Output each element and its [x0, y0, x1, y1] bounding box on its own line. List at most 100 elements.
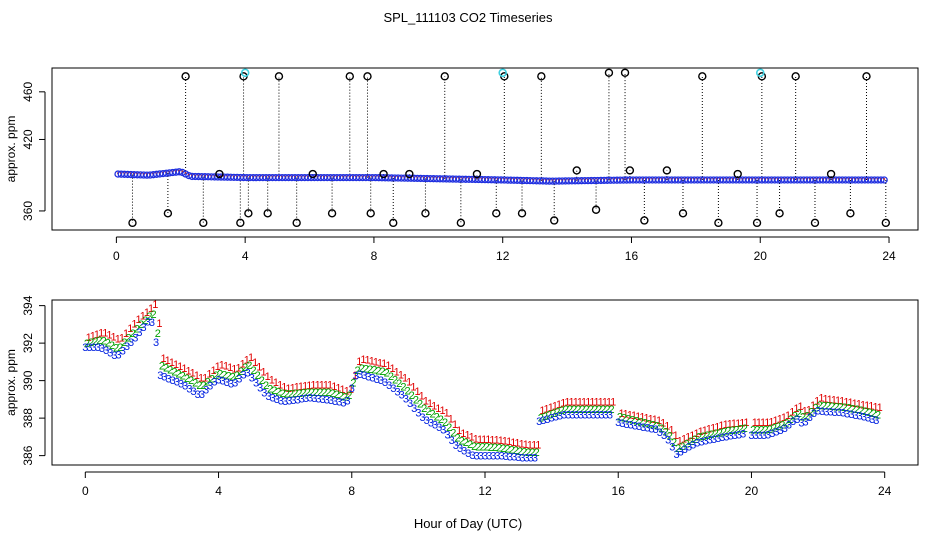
series-1-label-point: 1 — [618, 408, 624, 420]
series-2-label-point: 2 — [305, 387, 311, 399]
series-3-label-point: 3 — [636, 421, 642, 433]
max-point — [678, 209, 688, 218]
series-3-label-point: 3 — [245, 367, 251, 379]
series-2-label-point: 2 — [384, 368, 390, 380]
series-1-label-point: 1 — [227, 362, 233, 374]
series-2-label-point: 2 — [479, 441, 485, 453]
series-3-label-point: 3 — [315, 393, 321, 405]
series-3-label-point: 3 — [99, 343, 105, 355]
max-point — [421, 209, 430, 218]
series-3-label-point: 3 — [615, 417, 621, 429]
series-3-label-point: 3 — [511, 452, 517, 464]
series-3-label-point: 3 — [565, 409, 571, 421]
series-3-label-point: 3 — [141, 322, 147, 334]
series-2-label-point: 2 — [363, 364, 369, 376]
series-1-label-point: 1 — [265, 371, 271, 383]
max-point — [472, 169, 482, 179]
series-2-label-point: 2 — [825, 401, 831, 413]
series-3-label-point: 3 — [561, 409, 567, 421]
series-2-label-point: 2 — [184, 373, 190, 385]
x-tick-label: 0 — [82, 484, 89, 498]
series-3-label-point: 3 — [440, 424, 446, 436]
series-1-label-point: 1 — [394, 366, 400, 378]
series-1-label-point: 1 — [535, 439, 541, 451]
max-point — [881, 218, 891, 228]
series-3-label-point: 3 — [678, 446, 684, 458]
series-3-label-point: 3 — [370, 373, 376, 385]
x-tick-label: 8 — [371, 249, 378, 263]
series-2-label-point: 2 — [121, 337, 127, 349]
series-2-label-point: 2 — [833, 401, 839, 413]
series-2-label-point: 2 — [134, 323, 140, 335]
series-3-label-point: 3 — [653, 424, 659, 436]
series-2-label-point: 2 — [683, 438, 689, 450]
series-1-label-point: 1 — [589, 396, 595, 408]
series-2-label-point: 2 — [146, 311, 152, 323]
series-3-label-point: 3 — [686, 442, 692, 454]
series-1-label-point: 1 — [610, 396, 616, 408]
series-2-label-point: 2 — [338, 390, 344, 402]
series-2-label-point: 2 — [837, 402, 843, 414]
series-3-label-point: 3 — [345, 396, 351, 408]
series-2-label-point: 2 — [342, 392, 348, 404]
series-1-label-point: 1 — [335, 383, 341, 395]
series-3-label-point: 3 — [257, 383, 263, 395]
series-2-label-point: 2 — [421, 403, 427, 415]
series-1-label-point: 1 — [190, 368, 196, 380]
series-2-label-point: 2 — [176, 369, 182, 381]
series-1-label-point: 1 — [569, 396, 575, 408]
series-3-label-point: 3 — [698, 436, 704, 448]
series-1-label-point: 1 — [764, 417, 770, 429]
series-2-label-point: 2 — [517, 446, 523, 458]
series-3-label-point: 3 — [715, 433, 721, 445]
series-3-label-point: 3 — [582, 409, 588, 421]
y-tick-label: 360 — [21, 201, 35, 221]
series-3-label-point: 3 — [719, 432, 725, 444]
series-2-label-point: 2 — [463, 437, 469, 449]
series-3-label-point: 3 — [848, 409, 854, 421]
series-1-label-point: 1 — [414, 386, 420, 398]
series-3-label-point: 3 — [819, 406, 825, 418]
series-3-label-point: 3 — [415, 408, 421, 420]
x-tick-label: 12 — [478, 484, 492, 498]
series-2-label-point: 2 — [225, 370, 231, 382]
series-3-label-point: 3 — [461, 445, 467, 457]
series-2-label-point: 2 — [729, 425, 735, 437]
series-3-label-point: 3 — [607, 409, 613, 421]
series-1-label-point: 1 — [793, 403, 799, 415]
series-2-label-point: 2 — [842, 402, 848, 414]
x-tick-label: 24 — [882, 249, 896, 263]
series-1-label-point: 1 — [410, 381, 416, 393]
series-2-label-point: 2 — [738, 424, 744, 436]
series-2-label-point: 2 — [571, 404, 577, 416]
series-3-label-point: 3 — [95, 342, 101, 354]
series-1-label-point: 1 — [215, 361, 221, 373]
series-2-label-point: 2 — [238, 366, 244, 378]
series-2-label-point: 2 — [696, 432, 702, 444]
series-1-label-point: 1 — [552, 400, 558, 412]
series-3-label-point: 3 — [436, 422, 442, 434]
series-2-label-point: 2 — [750, 424, 756, 436]
series-1-label-point: 1 — [693, 428, 699, 440]
series-2-label-point: 2 — [392, 375, 398, 387]
series-2-label-point: 2 — [196, 380, 202, 392]
series-2-label-point: 2 — [821, 400, 827, 412]
series-3-label-point: 3 — [353, 371, 359, 383]
series-3-label-point: 3 — [153, 337, 159, 349]
series-2-label-point: 2 — [442, 417, 448, 429]
max-point — [274, 72, 284, 81]
series-2-label-point: 2 — [126, 333, 132, 345]
series-2-label-point: 2 — [413, 394, 419, 406]
series-2-label-point: 2 — [429, 409, 435, 421]
series-3-label-point: 3 — [815, 406, 821, 418]
series-3-label-point: 3 — [303, 393, 309, 405]
series-1-label-point: 1 — [673, 430, 679, 442]
series-3-label-point: 3 — [174, 377, 180, 389]
series-1-label-point: 1 — [835, 395, 841, 407]
series-3-label-point: 3 — [603, 409, 609, 421]
series-3-label-point: 3 — [482, 451, 488, 463]
series-3-label-point: 3 — [166, 373, 172, 385]
series-2-label-point: 2 — [692, 434, 698, 446]
series-3-label-point: 3 — [798, 417, 804, 429]
